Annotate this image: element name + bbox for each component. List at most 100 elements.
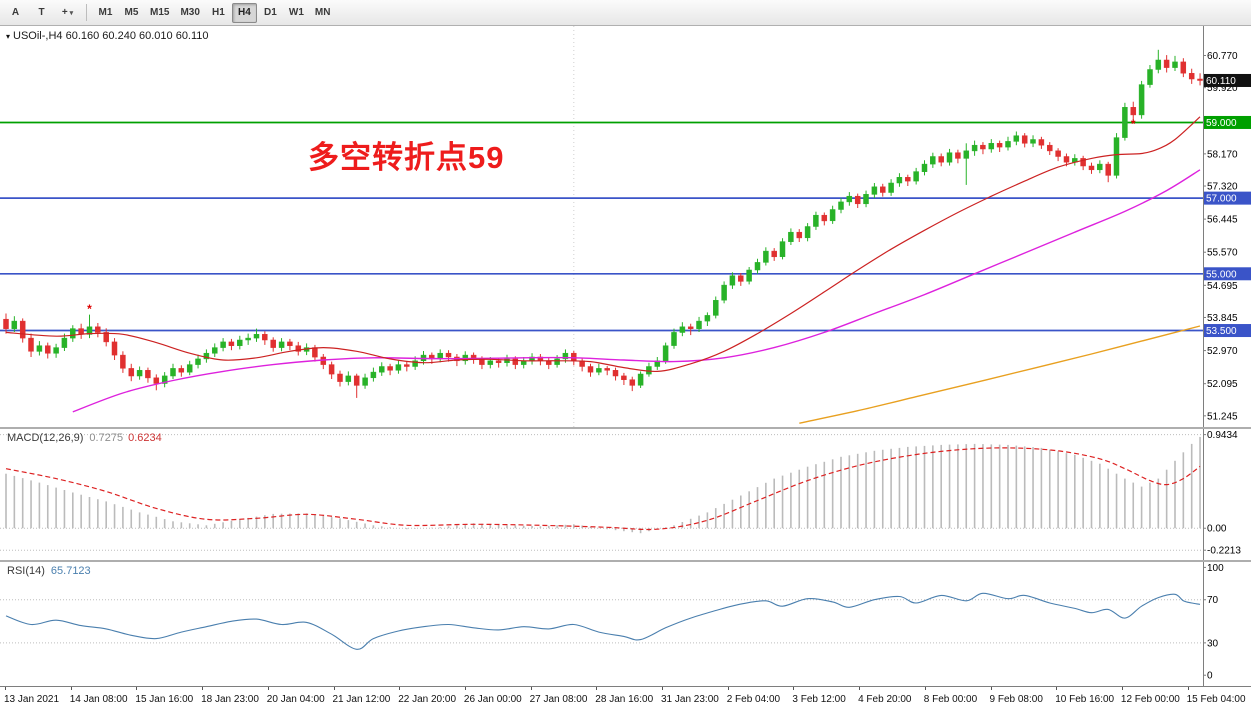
- time-tick: [530, 687, 532, 690]
- macd-label: MACD(12,26,9) 0.7275 0.6234: [7, 432, 162, 444]
- toolbar: A T + ▾ M1 M5 M15 M30 H1 H4 D1 W1 MN: [0, 0, 1251, 26]
- svg-text:100: 100: [1207, 563, 1224, 574]
- svg-text:57.000: 57.000: [1206, 194, 1237, 205]
- svg-text:70: 70: [1207, 595, 1219, 606]
- tf-m5-button[interactable]: M5: [119, 3, 144, 23]
- time-tick: [333, 687, 335, 690]
- time-tick: [793, 687, 795, 690]
- time-label: 9 Feb 08:00: [989, 694, 1043, 705]
- time-label: 12 Feb 00:00: [1120, 694, 1180, 705]
- pane-divider[interactable]: [0, 427, 1251, 429]
- tf-m1-button[interactable]: M1: [93, 3, 118, 23]
- svg-text:57.320: 57.320: [1207, 182, 1238, 193]
- arrow-tool-button[interactable]: A: [3, 3, 28, 23]
- text-tool-button[interactable]: T: [29, 3, 54, 23]
- svg-text:*: *: [1131, 117, 1136, 131]
- macd-canvas[interactable]: 0.9434 0.00 -0.2213: [0, 429, 1251, 560]
- time-tick: [70, 687, 72, 690]
- svg-text:55.570: 55.570: [1207, 248, 1238, 259]
- time-label: 26 Jan 00:00: [463, 694, 522, 705]
- toolbar-separator: [86, 4, 87, 21]
- time-tick: [267, 687, 269, 690]
- time-tick: [464, 687, 466, 690]
- time-tick: [596, 687, 598, 690]
- svg-text:52.970: 52.970: [1207, 346, 1238, 357]
- svg-text:54.695: 54.695: [1207, 281, 1238, 292]
- tf-mn-button[interactable]: MN: [310, 3, 336, 23]
- chart-window: * * 60.770 59.920 58.170 57.320 56.445 55.570 54…: [0, 26, 1251, 712]
- rsi-pane[interactable]: 100 70 30 0 RSI(14) 65.7123: [0, 562, 1251, 686]
- time-label: 8 Feb 00:00: [923, 694, 978, 705]
- time-tick: [136, 687, 138, 690]
- time-tick: [202, 687, 204, 690]
- time-tick: [924, 687, 926, 690]
- timeframe-group: M1 M5 M15 M30 H1 H4 D1 W1 MN: [93, 2, 336, 23]
- svg-text:53.500: 53.500: [1206, 326, 1237, 337]
- rsi-value: 65.7123: [50, 565, 91, 577]
- time-label: 15 Feb 04:00: [1186, 694, 1246, 705]
- svg-text:30: 30: [1207, 638, 1219, 649]
- svg-text:55.000: 55.000: [1206, 269, 1237, 280]
- svg-text:51.245: 51.245: [1207, 411, 1238, 422]
- time-label: 22 Jan 20:00: [398, 694, 457, 705]
- crosshair-tool-button[interactable]: + ▾: [55, 3, 80, 23]
- time-label: 13 Jan 2021: [4, 694, 60, 705]
- candles-layer: [3, 49, 1203, 398]
- collapse-icon[interactable]: ▾: [6, 32, 11, 41]
- crosshair-icon: +: [61, 7, 68, 18]
- time-tick: [990, 687, 992, 690]
- svg-text:60.770: 60.770: [1207, 51, 1238, 62]
- time-label: 15 Jan 16:00: [135, 694, 194, 705]
- tf-h1-button[interactable]: H1: [206, 3, 231, 23]
- time-label: 18 Jan 23:00: [201, 694, 259, 705]
- rsi-line: [5, 592, 1201, 650]
- ohlc-values: 60.160 60.240 60.010 60.110: [65, 30, 209, 42]
- price-pane[interactable]: * * 60.770 59.920 58.170 57.320 56.445 55.570 54…: [0, 26, 1251, 427]
- text-cursor-icon: T: [38, 7, 45, 18]
- time-tick: [399, 687, 401, 690]
- tf-m30-button[interactable]: M30: [175, 3, 204, 23]
- svg-text:52.095: 52.095: [1207, 379, 1238, 390]
- svg-text:0: 0: [1207, 671, 1213, 682]
- macd-pane[interactable]: 0.9434 0.00 -0.2213 MACD(12,26,9) 0.7275 0.6…: [0, 429, 1251, 560]
- rsi-label: RSI(14) 65.7123: [7, 565, 91, 577]
- macd-signal-value: 0.6234: [128, 432, 162, 444]
- svg-text:60.110: 60.110: [1206, 76, 1236, 87]
- time-tick: [1056, 687, 1058, 690]
- chart-annotation-text[interactable]: 多空转折点59: [308, 140, 505, 175]
- time-label: 20 Jan 04:00: [266, 694, 325, 705]
- macd-main-value: 0.7275: [89, 432, 124, 444]
- ma_fast-line: [5, 116, 1201, 373]
- time-label: 2 Feb 04:00: [726, 694, 781, 705]
- rsi-name: RSI(14): [7, 565, 45, 577]
- svg-text:56.445: 56.445: [1207, 215, 1238, 226]
- tf-d1-button[interactable]: D1: [258, 3, 283, 23]
- svg-text:*: *: [87, 302, 92, 316]
- time-axis[interactable]: 13 Jan 2021 14 Jan 08:00 15 Jan 16:00 18 Ja…: [0, 686, 1251, 712]
- time-label: 3 Feb 12:00: [792, 694, 846, 705]
- tf-h4-button[interactable]: H4: [231, 2, 257, 23]
- caret-down-icon: ▾: [69, 9, 74, 17]
- symbol-name: USOil-,H4: [13, 30, 63, 42]
- time-label: 27 Jan 08:00: [529, 694, 588, 705]
- pane-divider[interactable]: [0, 560, 1251, 562]
- svg-text:59.000: 59.000: [1206, 118, 1237, 129]
- svg-text:58.170: 58.170: [1207, 149, 1238, 160]
- ma_slow-line: [799, 325, 1201, 424]
- price-chart-canvas[interactable]: * * 60.770 59.920 58.170 57.320 56.445 55.570 54…: [0, 26, 1251, 427]
- time-label: 4 Feb 20:00: [858, 694, 912, 705]
- svg-text:59.920: 59.920: [1207, 83, 1238, 94]
- time-tick: [5, 687, 6, 690]
- macd-name: MACD(12,26,9): [7, 432, 84, 444]
- tf-w1-button[interactable]: W1: [284, 3, 309, 23]
- ma_mid-line: [72, 169, 1201, 413]
- time-tick: [859, 687, 861, 690]
- symbol-title: ▾ USOil-,H4 60.160 60.240 60.010 60.110: [6, 30, 209, 42]
- time-label: 10 Feb 16:00: [1055, 694, 1115, 705]
- time-label: 14 Jan 08:00: [69, 694, 128, 705]
- rsi-canvas[interactable]: 100 70 30 0: [0, 562, 1251, 686]
- time-tick: [727, 687, 729, 690]
- svg-text:0.9434: 0.9434: [1207, 430, 1238, 441]
- svg-text:53.845: 53.845: [1207, 313, 1238, 324]
- tf-m15-button[interactable]: M15: [145, 3, 174, 23]
